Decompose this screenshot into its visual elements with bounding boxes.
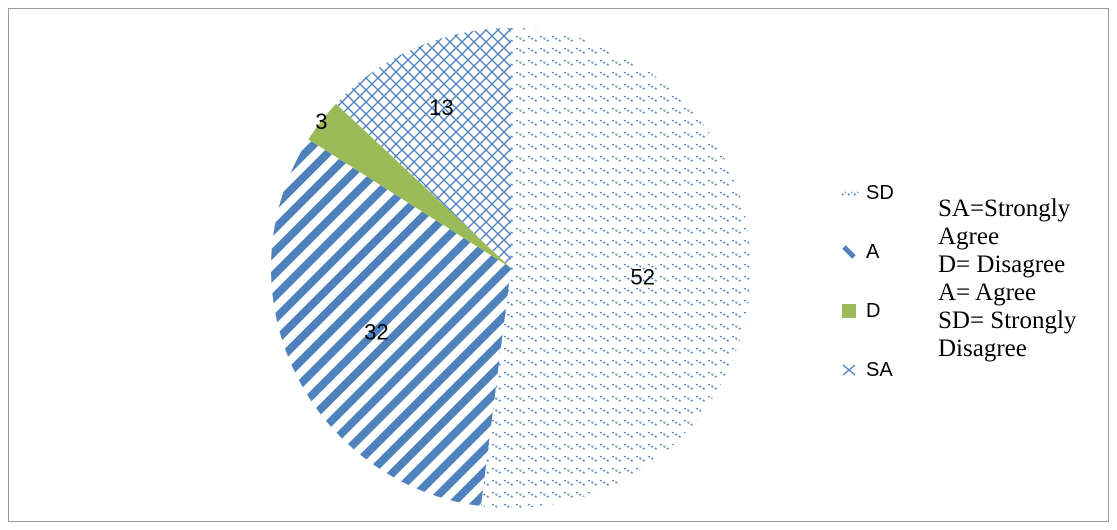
legend-label: SD <box>866 181 894 204</box>
pie-slice-sd <box>480 28 751 508</box>
pie-slice-a <box>271 139 511 507</box>
solid-green-icon <box>842 304 856 318</box>
note-line: D= Disagree <box>938 251 1066 278</box>
data-label-d: 3 <box>315 109 327 134</box>
note-line: Disagree <box>938 335 1027 362</box>
note-line: Agree <box>938 223 1000 250</box>
legend-item-sa: SA <box>838 358 928 381</box>
pie-slice-d <box>308 103 511 268</box>
note-line: SA=Strongly <box>938 195 1071 222</box>
data-label-sd: 52 <box>630 264 654 289</box>
abbreviation-notes: SA=Strongly Agree D= Disagree A= Agree S… <box>938 195 1113 363</box>
dotted-pattern-icon <box>841 191 859 196</box>
legend-label: SA <box>866 358 893 381</box>
chart-legend: SD A D SA <box>838 181 928 419</box>
data-label-sa: 13 <box>429 95 453 120</box>
pie-slice-sa <box>336 28 511 268</box>
crosshatch-pattern-icon <box>842 364 856 376</box>
stripe-pattern-icon <box>842 245 856 259</box>
data-label-a: 32 <box>364 319 388 344</box>
legend-label: A <box>866 240 880 263</box>
note-line: A= Agree <box>938 279 1037 306</box>
legend-label: D <box>866 299 881 322</box>
legend-item-a: A <box>838 240 928 263</box>
legend-item-d: D <box>838 299 928 322</box>
legend-item-sd: SD <box>838 181 928 204</box>
note-line: SD= Strongly <box>938 307 1077 334</box>
